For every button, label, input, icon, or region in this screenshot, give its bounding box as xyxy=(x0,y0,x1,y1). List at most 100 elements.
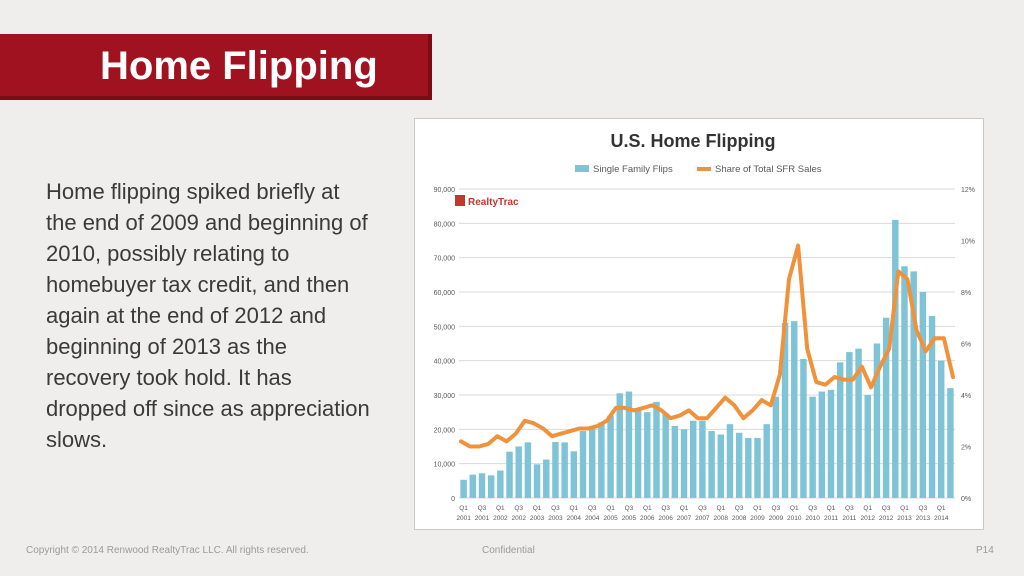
x-tick-quarter: Q3 xyxy=(919,505,928,512)
bar xyxy=(873,343,881,498)
y-left-tick-label: 30,000 xyxy=(434,393,456,400)
y-right-tick-label: 4% xyxy=(961,393,971,400)
x-tick-year: 2004 xyxy=(567,515,582,522)
x-tick-year: 2001 xyxy=(475,515,490,522)
y-axis-right: 0% 2% 4% 6% 8% 10% 12% xyxy=(961,187,975,503)
x-tick-quarter: Q1 xyxy=(496,505,505,512)
x-tick-year: 2005 xyxy=(603,515,618,522)
bar xyxy=(469,474,476,498)
x-tick-quarter: Q3 xyxy=(478,505,487,512)
realtytrac-logo: RealtyTrac xyxy=(455,195,519,208)
x-tick-quarter: Q1 xyxy=(827,505,836,512)
bar xyxy=(506,451,513,498)
x-tick-year: 2009 xyxy=(750,515,765,522)
bar xyxy=(772,396,780,498)
x-tick-year: 2004 xyxy=(585,515,600,522)
x-tick-year: 2003 xyxy=(530,515,545,522)
x-tick-quarter: Q3 xyxy=(772,505,781,512)
x-tick-year: 2013 xyxy=(897,515,912,522)
bar xyxy=(487,475,495,498)
bar xyxy=(699,420,706,498)
x-tick-year: 2008 xyxy=(732,515,747,522)
y-left-tick-label: 40,000 xyxy=(434,359,456,366)
realtytrac-logo-mark xyxy=(455,195,465,206)
bar xyxy=(524,442,532,498)
bar xyxy=(579,431,587,498)
bar xyxy=(598,422,605,498)
bar xyxy=(938,360,945,498)
bar xyxy=(644,412,651,498)
bar xyxy=(892,219,899,498)
x-tick-quarter: Q3 xyxy=(588,505,597,512)
x-tick-quarter: Q1 xyxy=(937,505,946,512)
x-tick-year: 2005 xyxy=(622,515,637,522)
bar xyxy=(846,352,853,498)
bar xyxy=(671,425,679,498)
y-left-tick-label: 10,000 xyxy=(434,462,456,469)
x-tick-quarter: Q1 xyxy=(900,505,909,512)
x-tick-quarter: Q3 xyxy=(551,505,560,512)
bar xyxy=(928,316,936,498)
x-tick-year: 2014 xyxy=(934,515,949,522)
x-tick-quarter: Q1 xyxy=(643,505,652,512)
x-tick-year: 2008 xyxy=(714,515,729,522)
y-left-tick-label: 20,000 xyxy=(434,427,456,434)
realtytrac-logo-text: RealtyTrac xyxy=(468,197,519,208)
x-tick-year: 2009 xyxy=(769,515,784,522)
bar xyxy=(680,429,688,498)
bar xyxy=(515,446,522,498)
x-tick-year: 2002 xyxy=(511,515,526,522)
y-right-tick-label: 10% xyxy=(961,239,975,246)
bar xyxy=(460,479,467,498)
x-tick-quarter: Q1 xyxy=(863,505,872,512)
legend-label-flips: Single Family Flips xyxy=(593,164,673,175)
bar xyxy=(836,362,844,498)
legend-swatch-flips xyxy=(575,165,589,172)
bar xyxy=(552,442,559,498)
x-tick-quarter: Q1 xyxy=(716,505,725,512)
x-tick-year: 2007 xyxy=(695,515,710,522)
x-tick-year: 2001 xyxy=(456,515,471,522)
bar xyxy=(726,424,734,498)
y-right-tick-label: 0% xyxy=(961,496,971,503)
bar xyxy=(634,410,642,498)
x-tick-quarter: Q1 xyxy=(569,505,578,512)
x-tick-quarter: Q1 xyxy=(459,505,468,512)
y-left-tick-label: 50,000 xyxy=(434,324,456,331)
bar xyxy=(800,358,807,498)
bar xyxy=(910,271,917,498)
bar xyxy=(625,391,633,498)
x-tick-year: 2012 xyxy=(861,515,876,522)
x-tick-quarter: Q1 xyxy=(680,505,689,512)
bar xyxy=(588,425,596,498)
bar xyxy=(763,424,770,498)
bar xyxy=(947,388,954,498)
bar xyxy=(791,321,798,498)
x-tick-year: 2011 xyxy=(842,515,856,522)
bar xyxy=(690,420,697,498)
slide-body-text: Home flipping spiked briefly at the end … xyxy=(46,179,370,452)
bar-series-flips xyxy=(460,219,954,498)
bar xyxy=(662,413,669,498)
chart-legend: Single Family Flips Share of Total SFR S… xyxy=(575,164,822,175)
footer-page-number: P14 xyxy=(976,545,994,556)
bar xyxy=(855,348,862,498)
y-right-tick-label: 8% xyxy=(961,290,971,297)
y-right-tick-label: 6% xyxy=(961,342,971,349)
y-axis-left: 0 10,000 20,000 30,000 40,000 50,000 60,000 70,… xyxy=(434,187,456,503)
bar xyxy=(827,389,835,498)
y-left-tick-label: 60,000 xyxy=(434,290,456,297)
bar xyxy=(919,292,927,498)
bar xyxy=(708,431,715,498)
chart-title: U.S. Home Flipping xyxy=(611,131,776,151)
y-left-tick-label: 70,000 xyxy=(434,256,456,263)
bar xyxy=(781,322,789,498)
x-tick-year: 2003 xyxy=(548,515,563,522)
x-tick-quarter: Q1 xyxy=(790,505,799,512)
x-tick-quarter: Q1 xyxy=(753,505,762,512)
gridlines xyxy=(459,188,955,499)
bar xyxy=(882,317,890,498)
x-tick-quarter: Q3 xyxy=(735,505,744,512)
bar xyxy=(901,266,908,498)
bar xyxy=(653,401,660,498)
